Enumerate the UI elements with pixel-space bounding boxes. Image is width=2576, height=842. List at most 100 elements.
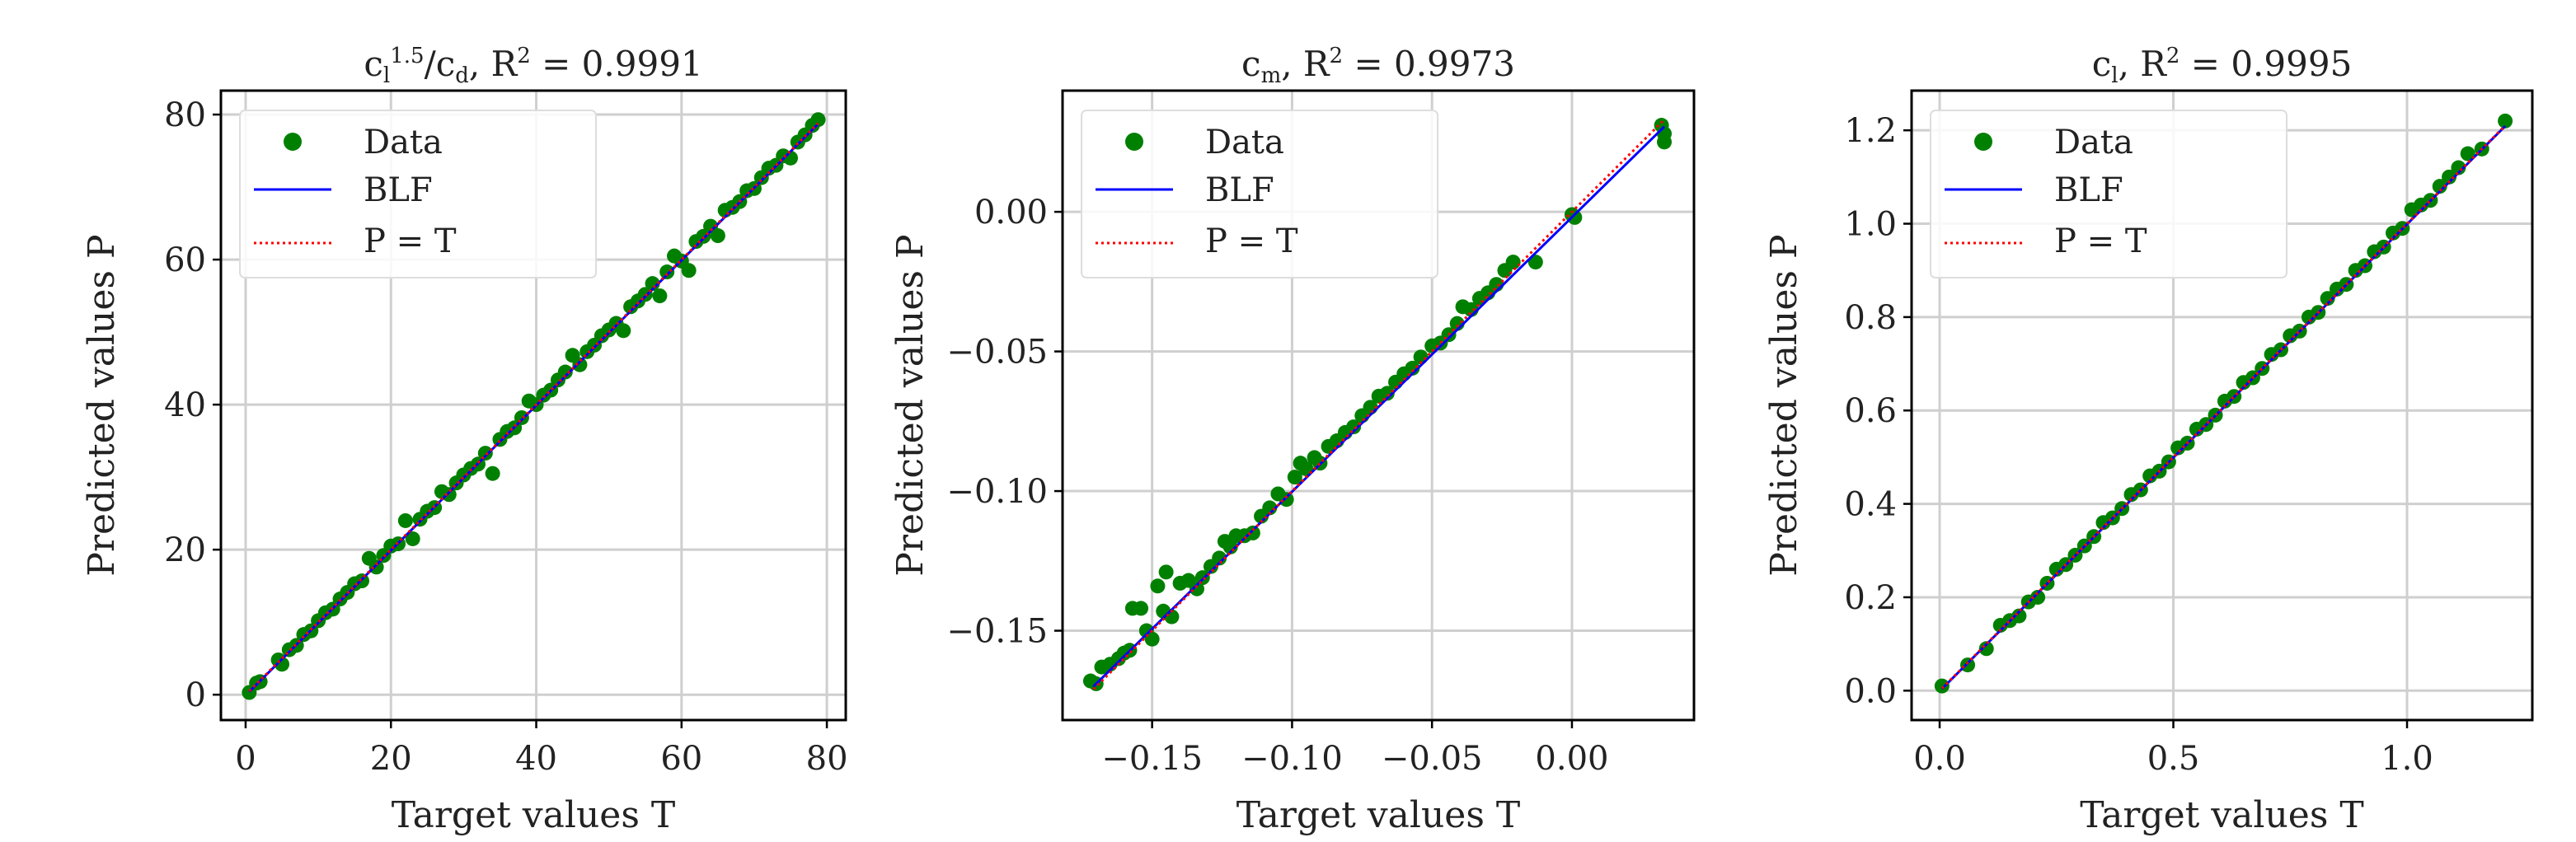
legend-label: Data xyxy=(1205,124,1284,161)
title-sub1: l xyxy=(2111,63,2118,88)
title-sub1: l xyxy=(383,63,390,88)
legend-label: BLF xyxy=(364,171,433,209)
data-point xyxy=(652,288,668,304)
title-sup2: 2 xyxy=(517,44,531,68)
title-r: , R xyxy=(1281,44,1330,84)
legend-label: P = T xyxy=(1205,222,1298,260)
subplot-1: 0 20 40 60 80 0 20 40 60 80 Data BLF P = T Target val… xyxy=(81,44,848,836)
y-tick-label: −0.05 xyxy=(946,334,1048,372)
data-point xyxy=(1222,539,1238,554)
y-axis-label: Predicted values P xyxy=(1763,234,1805,576)
data-point xyxy=(405,531,420,546)
data-point xyxy=(1245,525,1260,540)
y-tick-label: 0.6 xyxy=(1844,392,1897,430)
data-point xyxy=(1379,386,1395,401)
x-tick-label: 60 xyxy=(660,740,702,778)
y-tick-label: 0.00 xyxy=(974,194,1048,232)
x-tick-label: 0.5 xyxy=(2147,740,2200,778)
y-tick-label: 0.8 xyxy=(1844,299,1897,337)
blf-line xyxy=(1940,125,2507,690)
subplot-3: 0.0 0.5 1.0 0.0 0.2 0.4 0.6 0.8 1.0 1.2 Data BLF P =… xyxy=(1763,44,2534,836)
y-tick-label: −0.15 xyxy=(946,613,1048,651)
data-point xyxy=(2442,169,2457,185)
y-tick-label: 1.0 xyxy=(1844,206,1897,244)
y-tick-label: 20 xyxy=(164,531,206,569)
data-point xyxy=(2030,589,2046,605)
subplot-title: cl1.5/cd, R2 = 0.9991 xyxy=(364,44,702,88)
title-value: = 0.9973 xyxy=(1343,44,1515,84)
subplot-2: −0.15 −0.10 −0.05 0.00 −0.15 −0.10 −0.05 0.00 Da… xyxy=(889,44,1696,836)
legend-label: Data xyxy=(2054,124,2133,161)
data-point xyxy=(681,263,697,278)
identity-line xyxy=(1092,119,1666,690)
legend-data-marker xyxy=(284,133,302,151)
title-sub2: d xyxy=(455,63,469,88)
data-point xyxy=(557,364,573,380)
title-sup1: 1.5 xyxy=(390,44,424,68)
title-sub1: m xyxy=(1261,63,1282,88)
title-r: , R xyxy=(469,44,518,84)
title-mid: /c xyxy=(425,44,456,84)
data-point xyxy=(514,409,529,425)
title-main: c xyxy=(364,44,383,84)
y-tick-label: 60 xyxy=(164,241,206,279)
x-tick-label: 0.00 xyxy=(1535,740,1608,778)
y-tick-label: −0.10 xyxy=(946,473,1048,511)
data-point xyxy=(2498,113,2513,129)
identity-line xyxy=(1940,124,2507,690)
title-value: = 0.9995 xyxy=(2180,44,2352,84)
legend: Data BLF P = T xyxy=(1930,110,2287,278)
legend-box xyxy=(239,110,597,278)
legend: Data BLF P = T xyxy=(1081,110,1438,278)
data-point xyxy=(1405,360,1420,376)
y-tick-label: 80 xyxy=(164,96,206,134)
data-point xyxy=(397,512,413,528)
data-point xyxy=(1133,601,1149,616)
data-point xyxy=(477,446,493,461)
title-main: c xyxy=(2092,44,2112,84)
data-point xyxy=(1279,492,1294,508)
title-sup2: 2 xyxy=(2166,44,2180,68)
data-point xyxy=(1978,641,1994,657)
title-r: , R xyxy=(2119,44,2168,84)
data-point xyxy=(659,264,675,280)
title-main: c xyxy=(1241,44,1261,84)
axes-frame xyxy=(1061,89,1696,722)
data-point xyxy=(2432,179,2447,194)
data-point xyxy=(616,323,631,339)
subplot-title: cm, R2 = 0.9973 xyxy=(1241,44,1515,88)
data-point xyxy=(1567,209,1583,225)
y-axis-label: Predicted values P xyxy=(81,234,123,576)
data-point xyxy=(1346,419,1362,435)
x-tick-label: 1.0 xyxy=(2381,740,2433,778)
data-point xyxy=(2011,608,2027,624)
axes-frame xyxy=(1910,89,2534,722)
data-point xyxy=(1934,678,1950,694)
data-point xyxy=(1287,470,1302,485)
y-tick-label: 40 xyxy=(164,386,206,424)
legend-data-marker xyxy=(1974,133,1992,151)
data-point xyxy=(441,487,457,503)
legend-box xyxy=(1081,110,1438,278)
y-tick-label: 0.2 xyxy=(1844,579,1897,617)
y-tick-label: 0.4 xyxy=(1844,486,1897,524)
x-axis-label: Target values T xyxy=(1236,794,1521,836)
x-tick-label: −0.10 xyxy=(1241,740,1343,778)
legend-data-marker xyxy=(1125,133,1143,151)
legend-label: Data xyxy=(364,124,443,161)
x-tick-label: 20 xyxy=(370,740,412,778)
data-point xyxy=(1657,126,1673,142)
data-point xyxy=(368,559,384,575)
blf-line xyxy=(1092,125,1666,688)
title-sup2: 2 xyxy=(1330,44,1344,68)
identity-line xyxy=(248,122,819,692)
x-axis-label: Target values T xyxy=(392,794,676,836)
legend-label: BLF xyxy=(1205,171,1274,209)
axes-frame xyxy=(219,89,847,722)
data-point xyxy=(1150,578,1166,594)
y-tick-label: 1.2 xyxy=(1844,112,1897,150)
x-axis-label: Target values T xyxy=(2080,794,2364,836)
title-value: = 0.9991 xyxy=(531,44,703,84)
data-point xyxy=(1212,550,1227,566)
